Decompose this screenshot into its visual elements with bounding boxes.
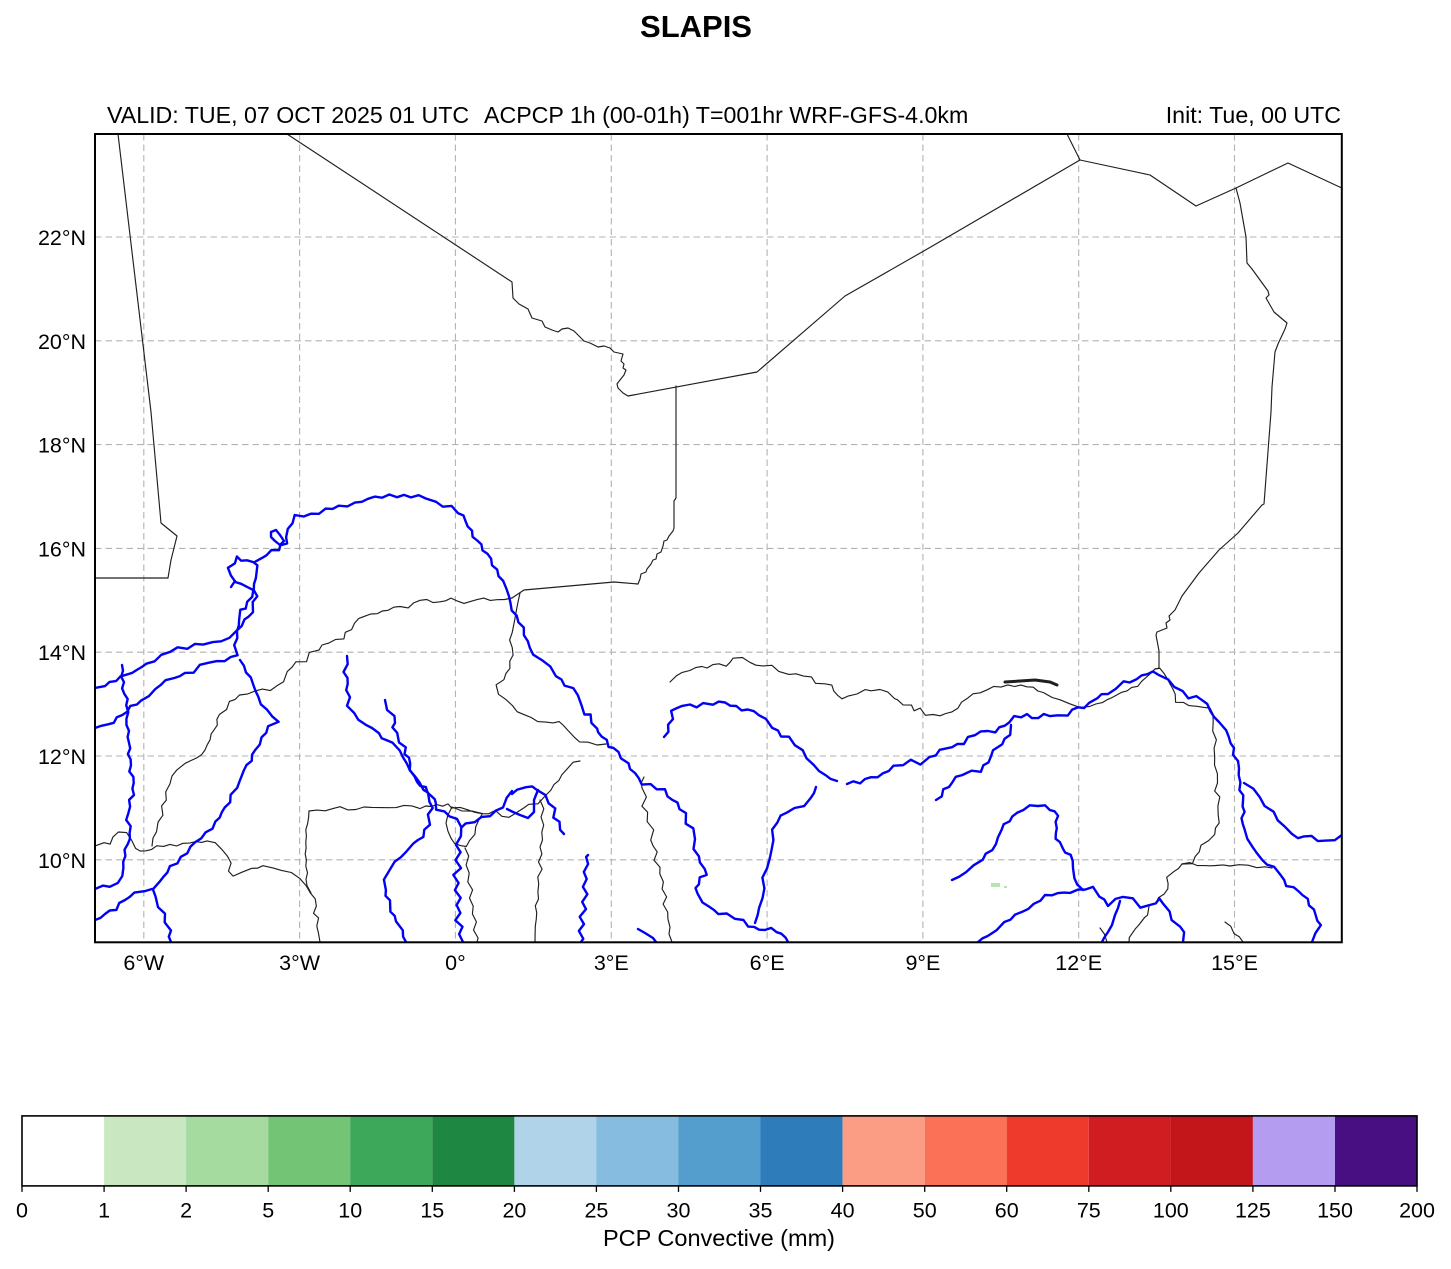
- svg-text:12°N: 12°N: [38, 745, 86, 769]
- svg-text:30: 30: [667, 1199, 691, 1223]
- svg-text:VALID: TUE, 07 OCT 2025 01 UTC: VALID: TUE, 07 OCT 2025 01 UTC: [107, 102, 469, 128]
- svg-text:20°N: 20°N: [38, 330, 86, 354]
- svg-text:Init: Tue, 00 UTC: Init: Tue, 00 UTC: [1166, 102, 1341, 128]
- svg-text:0°: 0°: [445, 951, 466, 975]
- svg-text:1: 1: [98, 1199, 110, 1223]
- svg-text:16°N: 16°N: [38, 537, 86, 561]
- svg-text:SLAPIS: SLAPIS: [640, 9, 752, 44]
- svg-text:14°N: 14°N: [38, 641, 86, 665]
- svg-text:6°E: 6°E: [750, 951, 785, 975]
- svg-text:PCP Convective (mm): PCP Convective (mm): [603, 1225, 835, 1251]
- svg-text:6°W: 6°W: [123, 951, 165, 975]
- svg-text:2: 2: [180, 1199, 192, 1223]
- svg-text:75: 75: [1077, 1199, 1101, 1223]
- svg-text:35: 35: [749, 1199, 773, 1223]
- svg-text:20: 20: [502, 1199, 526, 1223]
- svg-text:5: 5: [262, 1199, 274, 1223]
- svg-text:18°N: 18°N: [38, 434, 86, 458]
- svg-text:0: 0: [16, 1199, 28, 1223]
- svg-text:10°N: 10°N: [38, 849, 86, 873]
- svg-text:15°E: 15°E: [1211, 951, 1258, 975]
- svg-text:60: 60: [995, 1199, 1019, 1223]
- svg-text:25: 25: [584, 1199, 608, 1223]
- svg-text:15: 15: [420, 1199, 444, 1223]
- svg-text:150: 150: [1317, 1199, 1353, 1223]
- svg-text:200: 200: [1399, 1199, 1435, 1223]
- svg-text:40: 40: [831, 1199, 855, 1223]
- svg-text:100: 100: [1153, 1199, 1189, 1223]
- svg-text:12°E: 12°E: [1055, 951, 1102, 975]
- svg-text:3°W: 3°W: [279, 951, 321, 975]
- svg-text:10: 10: [338, 1199, 362, 1223]
- svg-text:22°N: 22°N: [38, 226, 86, 250]
- svg-text:125: 125: [1235, 1199, 1271, 1223]
- svg-text:9°E: 9°E: [905, 951, 940, 975]
- svg-text:50: 50: [913, 1199, 937, 1223]
- svg-text:ACPCP 1h (00-01h) T=001hr WRF-: ACPCP 1h (00-01h) T=001hr WRF-GFS-4.0km: [484, 102, 968, 128]
- svg-text:3°E: 3°E: [594, 951, 629, 975]
